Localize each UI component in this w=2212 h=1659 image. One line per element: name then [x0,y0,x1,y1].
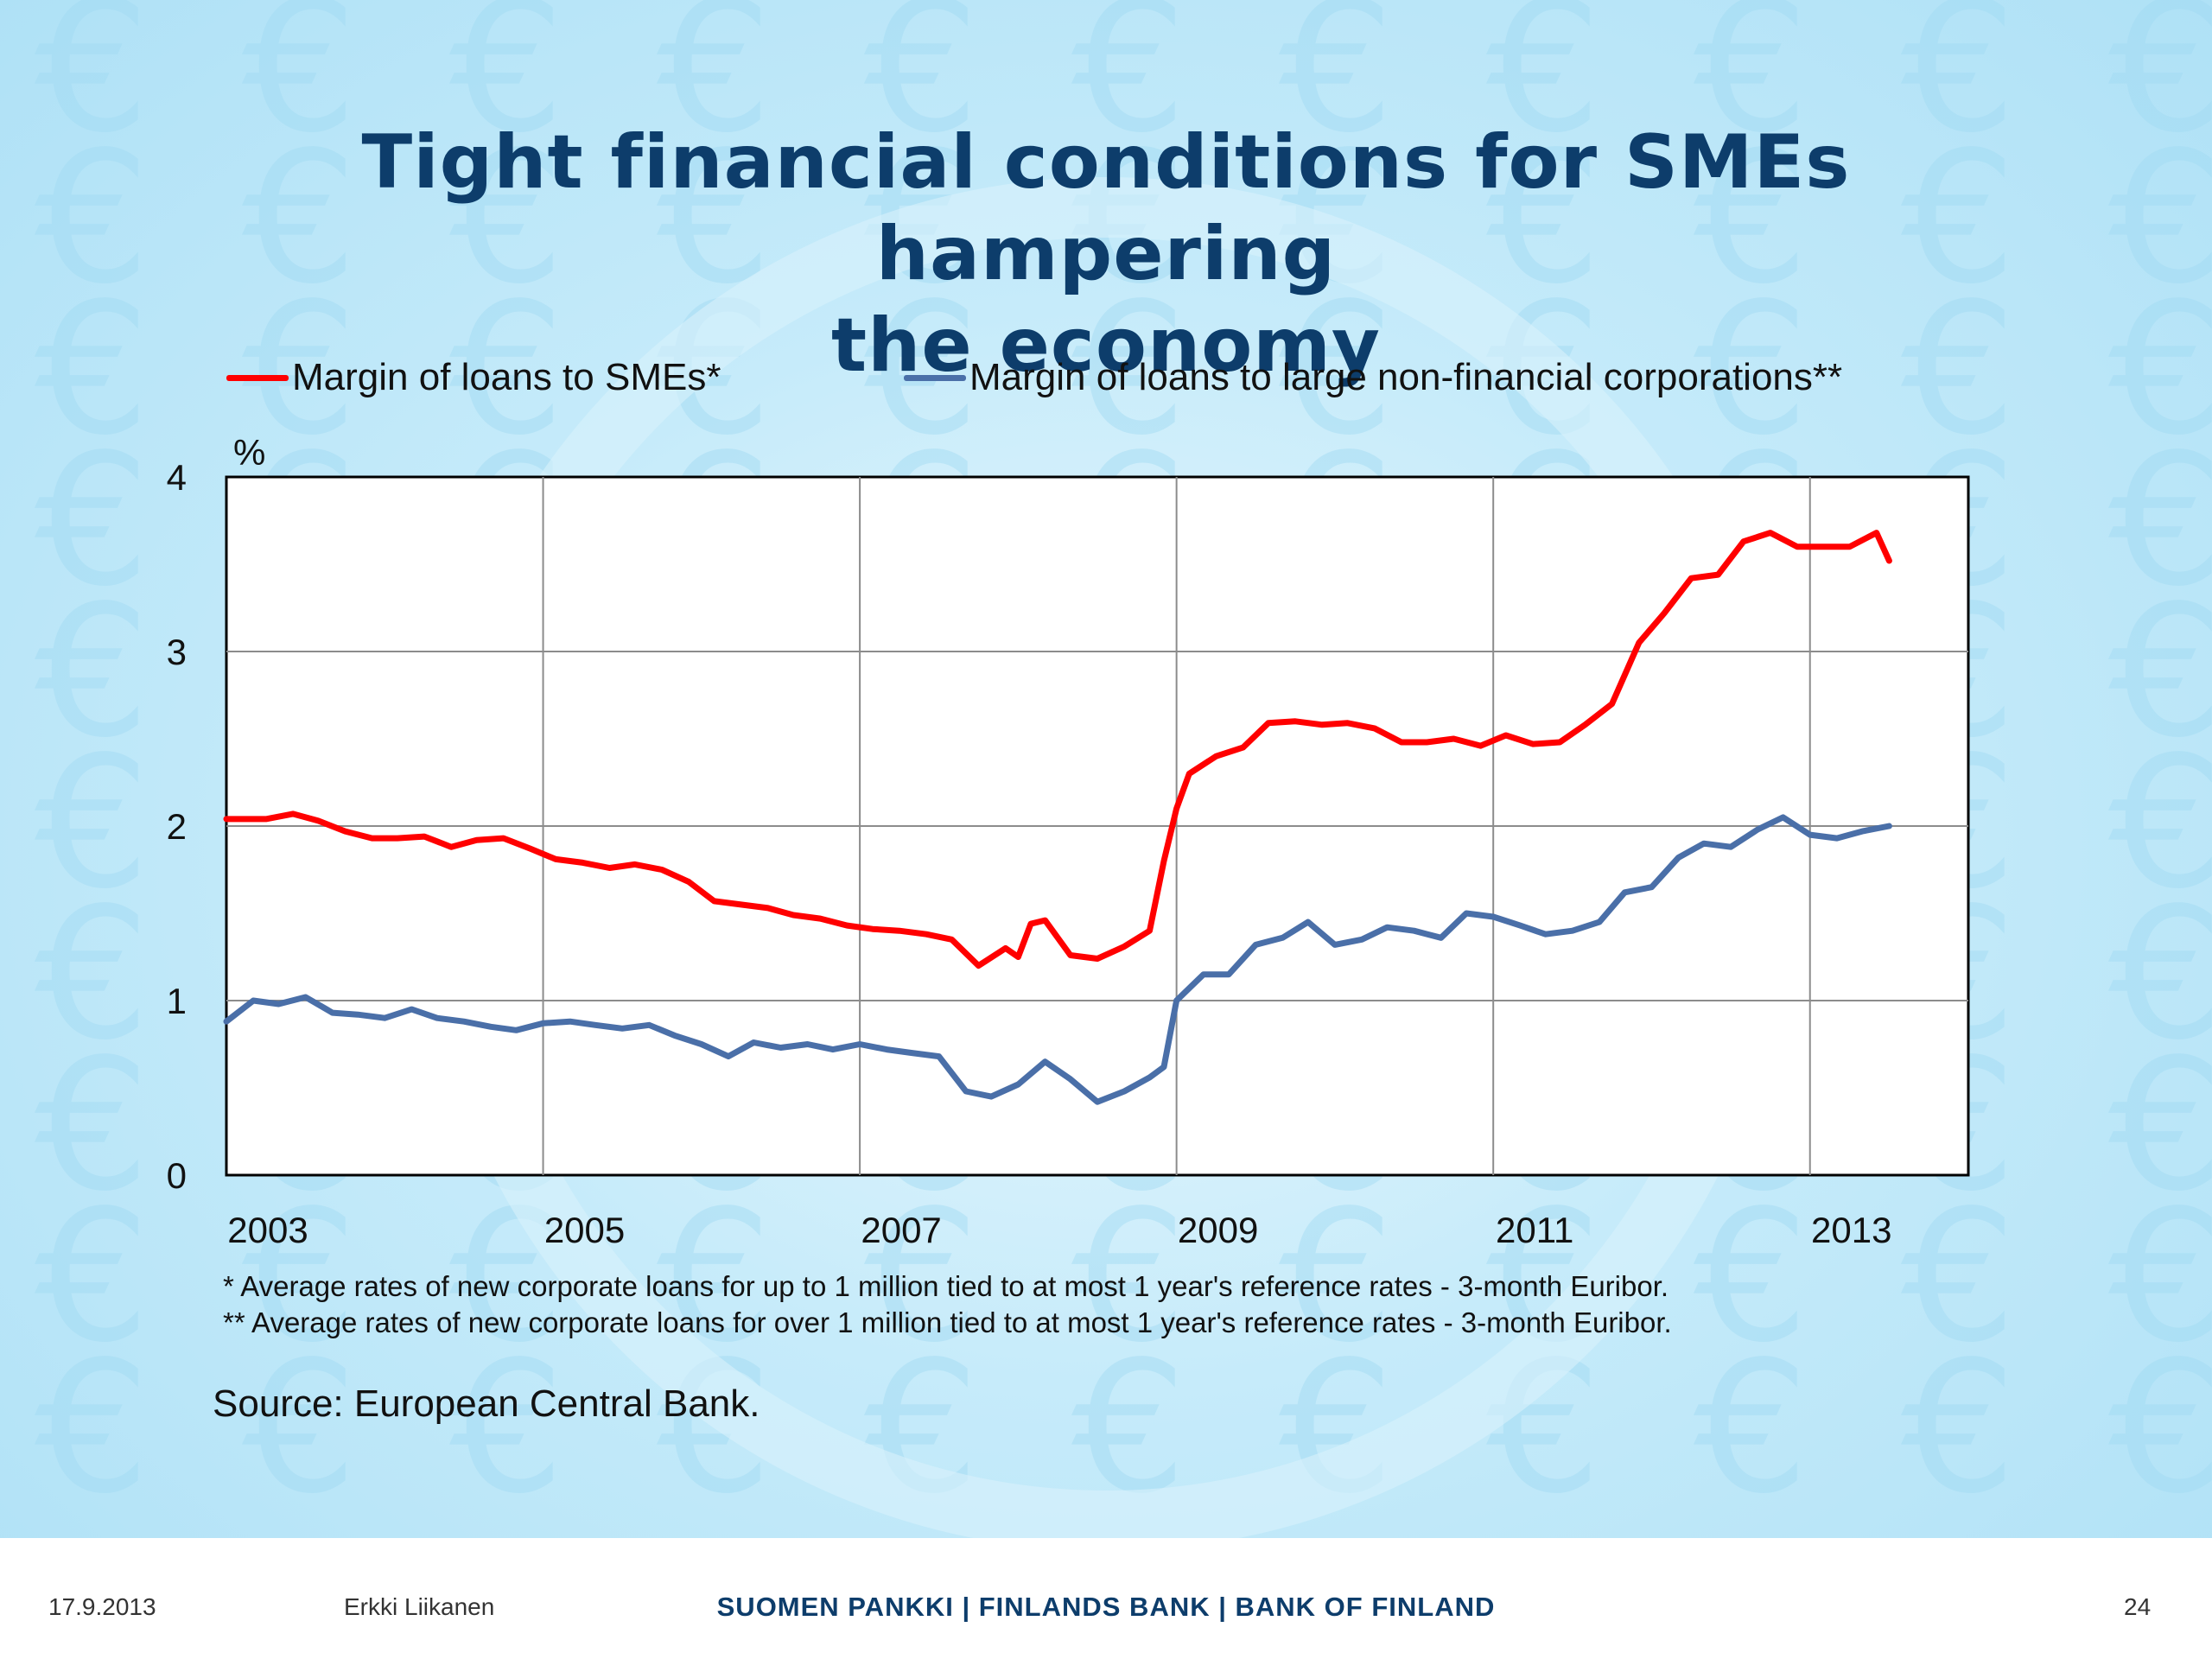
svg-text:€: € [1694,264,1809,475]
svg-text:€: € [2108,1322,2212,1534]
svg-text:€: € [242,1171,358,1382]
svg-text:€: € [1694,1322,1809,1534]
line-chart: 0 1 2 3 4% 2003 2005 2007 2009 2011 2013 [167,432,1970,1250]
series-line-smes [223,530,1892,969]
svg-text:€: € [35,868,150,1080]
title-line-2: the economy [831,302,1381,389]
svg-text:€: € [35,1020,150,1231]
svg-text:€: € [35,415,150,626]
svg-text:€: € [35,112,150,324]
svg-text:€: € [1486,0,1602,173]
x-tick-label: 2005 [544,1210,625,1250]
footnote-large-corporations: ** Average rates of new corporate loans … [223,1306,1672,1338]
svg-text:€: € [242,0,358,173]
x-tick-label: 2011 [1496,1210,1573,1250]
svg-text:€: € [1901,1171,2017,1382]
svg-text:€: € [2108,717,2212,929]
y-axis-unit-label: % [233,432,265,473]
svg-text:€: € [657,0,772,173]
svg-text:€: € [1279,0,1395,173]
x-tick-label: 2009 [1178,1210,1258,1250]
footer-page-number: 24 [2124,1593,2152,1620]
page-title: Tight financial conditions for SMEs hamp… [138,117,2074,391]
svg-text:€: € [2108,868,2212,1080]
slide-footer: 17.9.2013 Erkki Liikanen SUOMEN PANKKI |… [0,1538,2212,1659]
svg-text:€: € [35,1171,150,1382]
svg-text:€: € [242,1322,358,1534]
svg-text:€: € [1071,0,1187,173]
legend-item-smes: Margin of loans to SMEs* [226,356,721,399]
svg-text:€: € [1694,112,1809,324]
y-tick-label: 1 [167,981,187,1021]
svg-text:€: € [2108,566,2212,778]
svg-text:€: € [1901,264,2017,475]
svg-text:€: € [1279,1171,1395,1382]
svg-text:€: € [1901,112,2017,324]
chart-footnotes: * Average rates of new corporate loans f… [223,1268,1951,1341]
y-tick-label: 4 [167,457,187,498]
title-line-1: Tight financial conditions for SMEs hamp… [361,119,1851,297]
x-tick-label: 2003 [227,1210,308,1250]
series-line-large-corporations [223,814,1892,1105]
legend-swatch-smes [226,374,289,381]
legend-label-large-corporations: Margin of loans to large non-financial c… [969,356,1843,398]
svg-text:€: € [449,264,565,475]
svg-text:€: € [1071,1171,1187,1382]
svg-text:€: € [864,0,980,173]
svg-text:€: € [1486,112,1602,324]
legend-item-large-corporations: Margin of loans to large non-financial c… [904,356,1842,399]
svg-text:€: € [242,112,358,324]
legend-label-smes: Margin of loans to SMEs* [292,356,721,398]
footnote-smes: * Average rates of new corporate loans f… [223,1270,1669,1302]
legend-swatch-large-corporations [904,374,966,381]
source-note: Source: European Central Bank. [213,1382,760,1425]
svg-text:€: € [2108,1020,2212,1231]
svg-text:€: € [1694,1171,1809,1382]
svg-text:€: € [1071,264,1187,475]
svg-text:€: € [2108,264,2212,475]
svg-text:€: € [35,0,150,173]
svg-text:€: € [449,0,565,173]
svg-text:€: € [1901,1322,2017,1534]
svg-text:€: € [35,1322,150,1534]
x-tick-label: 2007 [861,1210,941,1250]
svg-text:€: € [2108,415,2212,626]
svg-text:€: € [2108,112,2212,324]
svg-text:€: € [864,264,980,475]
svg-text:€: € [35,566,150,778]
svg-text:€: € [35,264,150,475]
svg-text:€: € [864,1171,980,1382]
x-tick-label: 2013 [1811,1210,1891,1250]
svg-text:€: € [2108,0,2212,173]
svg-text:€: € [242,264,358,475]
svg-text:€: € [2108,1171,2212,1382]
svg-text:€: € [1694,0,1809,173]
y-tick-label: 0 [167,1155,187,1196]
y-tick-label: 2 [167,806,187,847]
footer-date: 17.9.2013 [48,1593,156,1620]
footer-author: Erkki Liikanen [344,1593,495,1620]
svg-text:€: € [35,717,150,929]
slide-background: € € € € € € € € € € € € € € € € € € € € € € € € € € € € € € € € € € € € € € € €… [0,0,2212,1538]
y-tick-label: 3 [167,632,187,672]
svg-text:€: € [1901,0,2017,173]
footer-organization: SUOMEN PANKKI | FINLANDS BANK | BANK OF … [716,1592,1496,1622]
svg-text:€: € [449,1322,565,1534]
svg-text:€: € [1279,264,1395,475]
svg-text:€: € [449,112,565,324]
